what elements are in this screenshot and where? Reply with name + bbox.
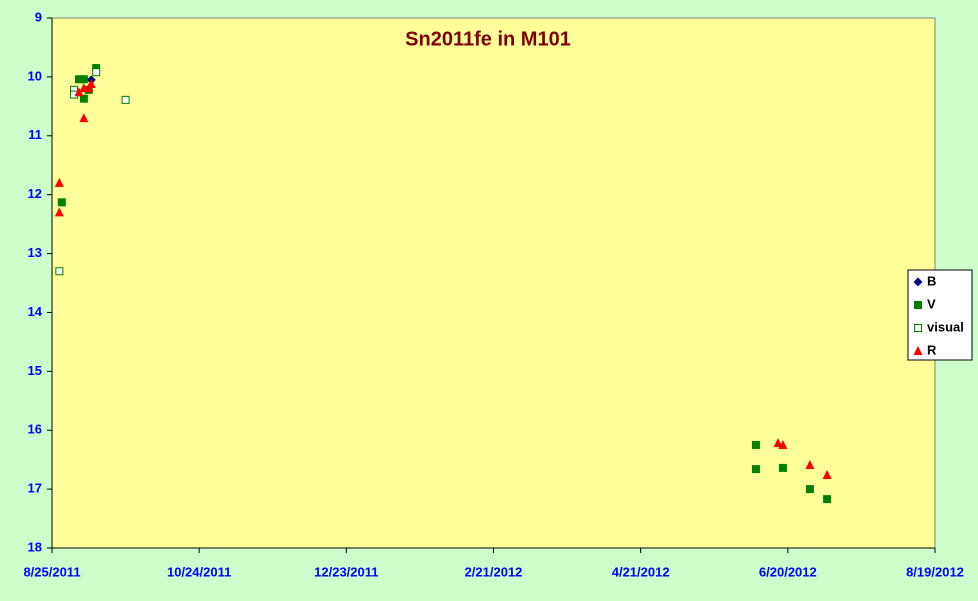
data-point: [805, 485, 814, 494]
legend-marker: [913, 277, 923, 287]
y-tick-label: 11: [28, 127, 42, 142]
y-tick-label: 12: [28, 186, 42, 201]
data-point: [823, 495, 832, 504]
y-tick-label: 10: [28, 68, 42, 83]
y-tick-label: 14: [28, 304, 43, 319]
y-tick-label: 13: [28, 245, 42, 260]
data-point: [778, 439, 788, 449]
legend-label: visual: [927, 319, 964, 334]
x-tick-label: 12/23/2011: [314, 564, 378, 579]
data-point: [54, 177, 64, 187]
data-point: [822, 469, 832, 479]
data-point: [121, 95, 130, 104]
data-point: [74, 87, 84, 97]
x-tick-label: 4/21/2012: [612, 564, 670, 579]
y-tick-label: 18: [28, 539, 42, 554]
x-tick-label: 8/25/2011: [23, 564, 80, 579]
data-point: [57, 198, 66, 207]
x-tick-label: 8/19/2012: [906, 564, 964, 579]
data-point: [778, 463, 787, 472]
data-point: [751, 465, 760, 474]
y-tick-label: 16: [28, 422, 42, 437]
y-tick-label: 15: [28, 363, 42, 378]
y-tick-label: 17: [28, 481, 42, 496]
x-tick-label: 6/20/2012: [759, 564, 817, 579]
legend-marker: [913, 346, 923, 355]
data-point: [79, 75, 88, 84]
data-point: [55, 267, 64, 276]
chart-title: Sn2011fe in M101: [405, 28, 571, 50]
plot-area: [51, 17, 936, 549]
x-tick-label: 2/21/2012: [465, 564, 523, 579]
data-point: [79, 113, 89, 123]
data-point: [805, 459, 815, 469]
legend-label: R: [927, 342, 937, 357]
data-point: [751, 440, 760, 449]
data-point: [86, 78, 96, 88]
x-tick-label: 10/24/2011: [167, 564, 231, 579]
data-point: [92, 64, 101, 73]
data-point: [92, 68, 101, 77]
data-point: [74, 75, 83, 84]
legend-label: B: [927, 273, 936, 288]
legend-marker: [914, 324, 922, 332]
data-point: [773, 438, 783, 448]
y-tick-label: 9: [35, 9, 42, 24]
data-point: [79, 94, 88, 103]
data-point: [54, 207, 64, 217]
legend-label: V: [927, 296, 936, 311]
legend-marker: [914, 301, 922, 309]
